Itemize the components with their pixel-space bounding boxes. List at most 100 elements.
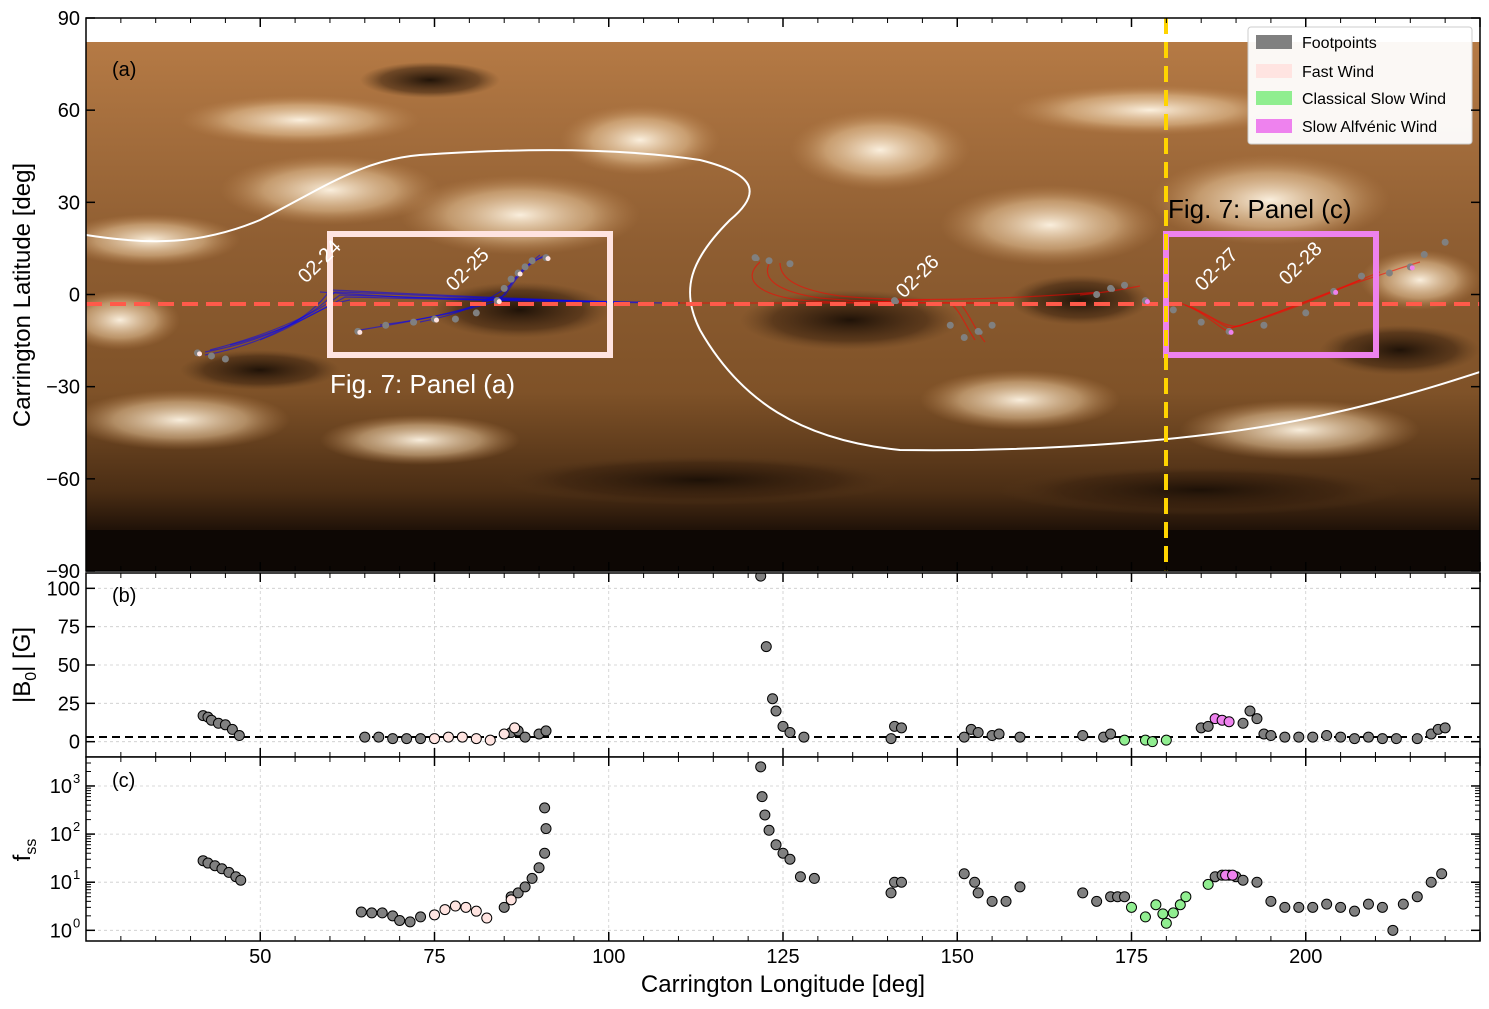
b0-point [1349, 733, 1361, 745]
panel-a-ytick-label: 60 [58, 100, 80, 122]
panel-c-ylabel: fss [9, 839, 40, 862]
b0-point [509, 722, 521, 734]
panel-a-synoptic-map: 02-24 02-25 02-26 02-27 02-28 Fig. 7: Pa… [9, 8, 1481, 583]
map-footpoint [988, 321, 996, 329]
panel-b-ytick-label: 50 [58, 655, 80, 677]
b0-point [359, 731, 371, 743]
b0-point [1362, 731, 1374, 743]
map-footpoint-class [434, 317, 439, 323]
x-tick-label: 175 [1115, 946, 1148, 968]
fss-point [404, 916, 416, 928]
b0-point [415, 733, 427, 745]
panel-c-ytick-exponent: 2 [73, 819, 80, 834]
b0-point [226, 723, 238, 735]
b0-point [1237, 717, 1249, 729]
fss-point [1362, 898, 1374, 910]
b0-point [1077, 730, 1089, 742]
fss-point [958, 868, 970, 880]
fss-point [366, 907, 378, 919]
b0-point [401, 733, 413, 745]
fss-point [763, 824, 775, 836]
fss-point [498, 901, 510, 913]
legend-swatch-fast-wind [1256, 64, 1292, 78]
b0-point [1265, 730, 1277, 742]
fig7-panel-a-box [327, 231, 613, 358]
panel-b-ytick-label: 25 [58, 693, 80, 715]
fss-point [533, 862, 545, 874]
b0-point [1105, 728, 1117, 740]
fss-point [1237, 874, 1249, 886]
fss-point [539, 847, 551, 859]
legend-swatch-footpoints [1256, 35, 1292, 49]
map-footpoint [528, 257, 536, 265]
map-footpoint-class [357, 329, 363, 335]
map-footpoint [960, 334, 968, 342]
map-footpoint [410, 318, 418, 326]
b0-point [1202, 720, 1214, 732]
b0-point [519, 731, 531, 743]
panel-c-ytick-label: 10 [50, 824, 72, 846]
map-footpoint [451, 315, 459, 323]
fss-point [1227, 869, 1239, 881]
fss-point [1425, 876, 1437, 888]
fss-point [1077, 887, 1089, 899]
fss-point [1321, 898, 1333, 910]
map-footpoint [472, 309, 480, 317]
b0-point [373, 731, 385, 743]
b0-point [1307, 731, 1319, 743]
b0-point [456, 731, 468, 743]
map-footpoint-class [197, 351, 203, 357]
b0-point [895, 722, 907, 734]
fss-point [1387, 924, 1399, 936]
map-footpoint [1169, 306, 1177, 314]
fss-point [1411, 891, 1423, 903]
b0-point [760, 641, 772, 653]
fss-point [770, 839, 782, 851]
legend-label-fast-wind: Fast Wind [1302, 64, 1374, 81]
panel-c-tag: (c) [112, 770, 135, 792]
fss-point [1436, 868, 1448, 880]
panel-c-points [197, 761, 1448, 936]
map-footpoint-class [1333, 289, 1339, 295]
panel-b-ytick-label: 0 [69, 732, 80, 754]
legend-label-slow-alfvenic-wind: Slow Alfvénic Wind [1302, 119, 1437, 136]
panel-c-ytick-exponent: 0 [73, 915, 80, 930]
map-footpoint [1197, 318, 1205, 326]
fss-point [1293, 901, 1305, 913]
fss-point [1265, 895, 1277, 907]
fss-point [449, 900, 461, 912]
fss-point [355, 906, 367, 918]
map-footpoint [786, 260, 794, 268]
panel-a-ytick-label: 30 [58, 192, 80, 214]
map-footpoint [500, 284, 508, 292]
b0-point [777, 720, 789, 732]
fss-point [808, 872, 820, 884]
b0-point [798, 731, 810, 743]
map-footpoint-class [894, 299, 900, 305]
panel-b-ytick-label: 75 [58, 617, 80, 639]
panel-a-ylabel: Carrington Latitude [deg] [9, 163, 36, 427]
fss-point [969, 876, 981, 888]
fss-point [1119, 891, 1131, 903]
panel-a-ytick-label: −60 [46, 469, 80, 491]
map-footpoint-class [1228, 329, 1234, 335]
fss-point [756, 791, 768, 803]
b0-point [1390, 733, 1402, 745]
fss-point [1279, 901, 1291, 913]
fig7-panel-a-label: Fig. 7: Panel (a) [330, 369, 515, 399]
b0-point [387, 733, 399, 745]
panel-a-ytick-label: 0 [69, 285, 80, 307]
fss-point [1202, 878, 1214, 890]
b0-point [233, 730, 245, 742]
legend-swatch-classical-slow-wind [1256, 91, 1292, 105]
fss-point [460, 901, 472, 913]
map-footpoint [1302, 309, 1310, 317]
map-footpoint [382, 321, 390, 329]
map-footpoint [1358, 272, 1366, 280]
map-footpoint-class [754, 256, 760, 262]
b0-point [1251, 713, 1263, 725]
x-tick-label: 125 [766, 946, 799, 968]
fss-point [1157, 908, 1169, 920]
